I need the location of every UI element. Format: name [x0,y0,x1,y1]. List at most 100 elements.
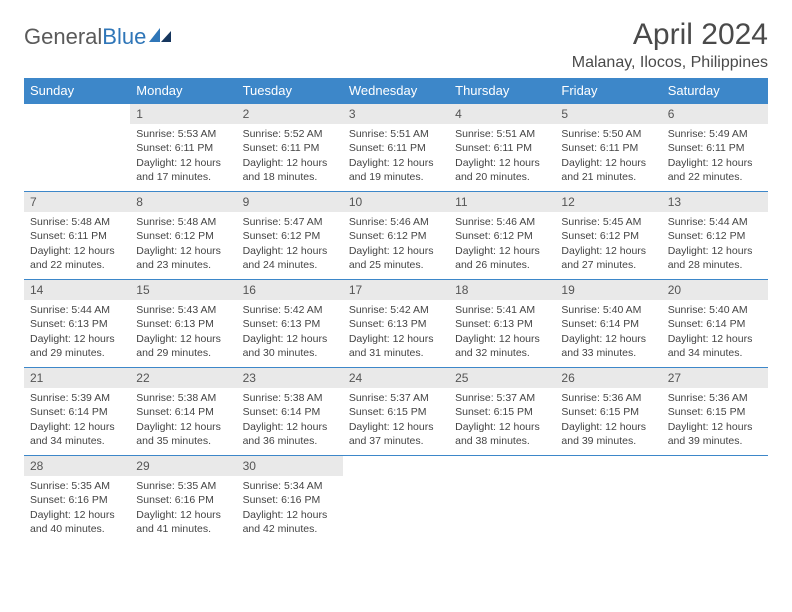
sunset-line: Sunset: 6:11 PM [136,141,230,155]
daylight-line: Daylight: 12 hours and 22 minutes. [30,244,124,272]
day-cell: 5Sunrise: 5:50 AMSunset: 6:11 PMDaylight… [555,104,661,192]
day-cell: 20 Sunrise: 5:40 AMSunset: 6:14 PMDayligh… [662,280,768,368]
daylight-line: Daylight: 12 hours and 34 minutes. [30,420,124,448]
day-cell: 13Sunrise: 5:44 AMSunset: 6:12 PMDayligh… [662,192,768,280]
sunrise-line: Sunrise: 5:36 AM [561,391,655,405]
day-body: Sunrise: 5:34 AMSunset: 6:16 PMDaylight:… [237,476,343,541]
sunset-line: Sunset: 6:13 PM [136,317,230,331]
day-body: Sunrise: 5:42 AMSunset: 6:13 PMDaylight:… [237,300,343,365]
day-number: 11 [449,192,555,212]
day-cell: 27Sunrise: 5:36 AMSunset: 6:15 PMDayligh… [662,368,768,456]
sunrise-line: Sunrise: 5:46 AM [349,215,443,229]
daylight-line: Daylight: 12 hours and 34 minutes. [668,332,762,360]
day-cell [555,456,661,544]
daylight-line: Daylight: 12 hours and 19 minutes. [349,156,443,184]
day-body: Sunrise: 5:38 AMSunset: 6:14 PMDaylight:… [237,388,343,453]
sunset-line: Sunset: 6:14 PM [561,317,655,331]
sunrise-line: Sunrise: 5:49 AM [668,127,762,141]
day-cell [449,456,555,544]
day-body: Sunrise: 5:45 AMSunset: 6:12 PMDaylight:… [555,212,661,277]
day-cell: 6Sunrise: 5:49 AMSunset: 6:11 PMDaylight… [662,104,768,192]
daylight-line: Daylight: 12 hours and 29 minutes. [136,332,230,360]
sunset-line: Sunset: 6:14 PM [136,405,230,419]
calendar-week-row: 28Sunrise: 5:35 AMSunset: 6:16 PMDayligh… [24,456,768,544]
sunrise-line: Sunrise: 5:38 AM [136,391,230,405]
daylight-line: Daylight: 12 hours and 39 minutes. [561,420,655,448]
day-body: Sunrise: 5:37 AMSunset: 6:15 PMDaylight:… [449,388,555,453]
sunset-line: Sunset: 6:11 PM [561,141,655,155]
sunrise-line: Sunrise: 5:52 AM [243,127,337,141]
sunset-line: Sunset: 6:11 PM [349,141,443,155]
sunset-line: Sunset: 6:14 PM [243,405,337,419]
sunrise-line: Sunrise: 5:40 AM [668,303,762,317]
logo: GeneralBlue [24,24,171,50]
day-number: 16 [237,280,343,300]
daylight-line: Daylight: 12 hours and 37 minutes. [349,420,443,448]
day-cell: 17Sunrise: 5:42 AMSunset: 6:13 PMDayligh… [343,280,449,368]
calendar-week-row: 21Sunrise: 5:39 AMSunset: 6:14 PMDayligh… [24,368,768,456]
day-body: Sunrise: 5:37 AMSunset: 6:15 PMDaylight:… [343,388,449,453]
day-cell: 12Sunrise: 5:45 AMSunset: 6:12 PMDayligh… [555,192,661,280]
location: Malanay, Ilocos, Philippines [572,54,768,72]
day-number: 20 [662,280,768,300]
day-body: Sunrise: 5:47 AMSunset: 6:12 PMDaylight:… [237,212,343,277]
title-block: April 2024 Malanay, Ilocos, Philippines [572,18,768,72]
daylight-line: Daylight: 12 hours and 24 minutes. [243,244,337,272]
calendar-week-row: 1Sunrise: 5:53 AMSunset: 6:11 PMDaylight… [24,104,768,192]
daylight-line: Daylight: 12 hours and 36 minutes. [243,420,337,448]
day-number: 26 [555,368,661,388]
day-number: 27 [662,368,768,388]
daylight-line: Daylight: 12 hours and 22 minutes. [668,156,762,184]
day-number: 29 [130,456,236,476]
day-cell: 9Sunrise: 5:47 AMSunset: 6:12 PMDaylight… [237,192,343,280]
day-cell: 24Sunrise: 5:37 AMSunset: 6:15 PMDayligh… [343,368,449,456]
sunset-line: Sunset: 6:13 PM [349,317,443,331]
day-cell: 7Sunrise: 5:48 AMSunset: 6:11 PMDaylight… [24,192,130,280]
sunrise-line: Sunrise: 5:37 AM [349,391,443,405]
weekday-row: Sunday Monday Tuesday Wednesday Thursday… [24,78,768,104]
day-number: 18 [449,280,555,300]
daylight-line: Daylight: 12 hours and 18 minutes. [243,156,337,184]
day-cell: 26Sunrise: 5:36 AMSunset: 6:15 PMDayligh… [555,368,661,456]
weekday-header: Wednesday [343,78,449,104]
sunrise-line: Sunrise: 5:34 AM [243,479,337,493]
day-cell: 30Sunrise: 5:34 AMSunset: 6:16 PMDayligh… [237,456,343,544]
day-number: 5 [555,104,661,124]
sunset-line: Sunset: 6:15 PM [668,405,762,419]
sunset-line: Sunset: 6:14 PM [668,317,762,331]
day-body: Sunrise: 5:35 AMSunset: 6:16 PMDaylight:… [130,476,236,541]
day-cell: 23Sunrise: 5:38 AMSunset: 6:14 PMDayligh… [237,368,343,456]
daylight-line: Daylight: 12 hours and 41 minutes. [136,508,230,536]
day-body: Sunrise: 5:36 AMSunset: 6:15 PMDaylight:… [662,388,768,453]
sunrise-line: Sunrise: 5:48 AM [30,215,124,229]
logo-text-blue: Blue [102,24,146,50]
sunrise-line: Sunrise: 5:42 AM [349,303,443,317]
day-cell: 28Sunrise: 5:35 AMSunset: 6:16 PMDayligh… [24,456,130,544]
daylight-line: Daylight: 12 hours and 26 minutes. [455,244,549,272]
day-cell: 18Sunrise: 5:41 AMSunset: 6:13 PMDayligh… [449,280,555,368]
sunset-line: Sunset: 6:12 PM [455,229,549,243]
daylight-line: Daylight: 12 hours and 20 minutes. [455,156,549,184]
day-number: 24 [343,368,449,388]
day-number: 22 [130,368,236,388]
day-number: 9 [237,192,343,212]
sunset-line: Sunset: 6:12 PM [668,229,762,243]
daylight-line: Daylight: 12 hours and 25 minutes. [349,244,443,272]
sunset-line: Sunset: 6:14 PM [30,405,124,419]
day-cell: 15Sunrise: 5:43 AMSunset: 6:13 PMDayligh… [130,280,236,368]
sunset-line: Sunset: 6:12 PM [136,229,230,243]
day-number: 17 [343,280,449,300]
day-number: 28 [24,456,130,476]
weekday-header: Sunday [24,78,130,104]
daylight-line: Daylight: 12 hours and 39 minutes. [668,420,762,448]
day-cell: 29Sunrise: 5:35 AMSunset: 6:16 PMDayligh… [130,456,236,544]
day-number: 8 [130,192,236,212]
sunset-line: Sunset: 6:11 PM [30,229,124,243]
day-cell: 19Sunrise: 5:40 AMSunset: 6:14 PMDayligh… [555,280,661,368]
sunrise-line: Sunrise: 5:37 AM [455,391,549,405]
daylight-line: Daylight: 12 hours and 17 minutes. [136,156,230,184]
weekday-header: Monday [130,78,236,104]
weekday-header: Tuesday [237,78,343,104]
day-number: 3 [343,104,449,124]
sunrise-line: Sunrise: 5:38 AM [243,391,337,405]
